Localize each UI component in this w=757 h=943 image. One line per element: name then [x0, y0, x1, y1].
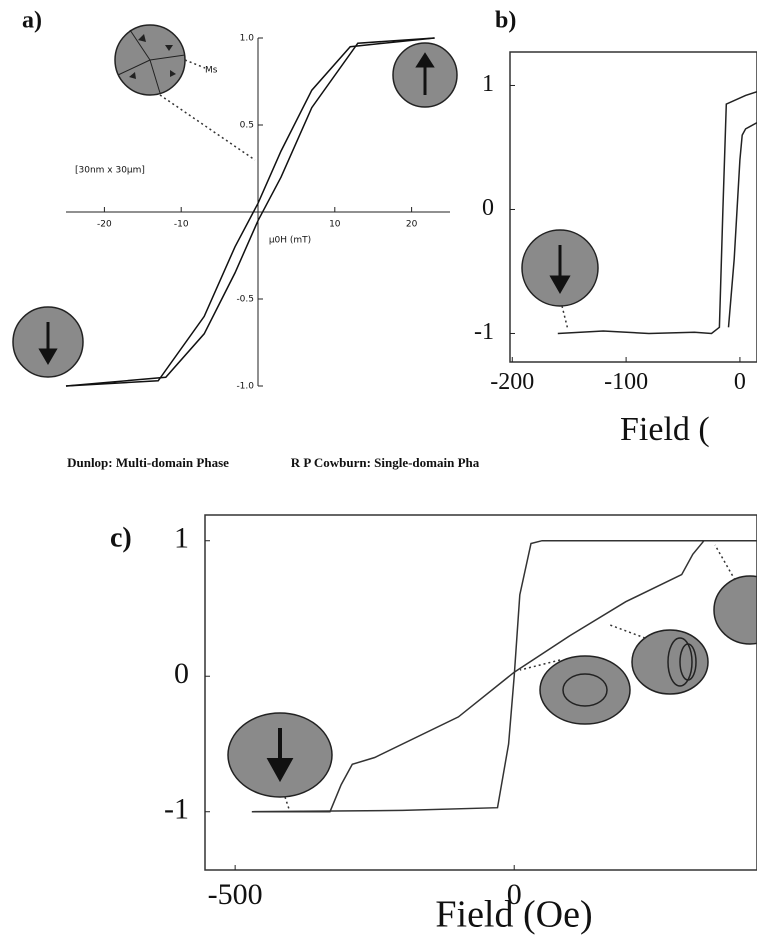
x-tick-label: -100: [604, 369, 648, 395]
y-tick-label: -1: [474, 319, 494, 345]
panel-label: b): [495, 8, 516, 34]
panel-label: c): [110, 522, 132, 553]
curve: [727, 122, 757, 328]
y-tick-label: 1: [482, 71, 494, 97]
x-tick-label: -10: [174, 220, 189, 230]
y-tick-label: -1.0: [236, 382, 254, 392]
caption: Dunlop: Multi-domain Phase: [67, 455, 229, 470]
x-tick-label: 10: [329, 220, 341, 230]
y-tick-label: 1.0: [240, 34, 255, 44]
x-tick-label: 0: [734, 369, 746, 395]
curve: [65, 37, 435, 387]
domain-icons: [12, 24, 757, 813]
x-tick-label: 20: [406, 220, 418, 230]
x-tick-label: -200: [490, 369, 534, 395]
plot-frame: [204, 514, 757, 871]
curve: [251, 539, 757, 813]
annotation: Ms: [205, 66, 218, 76]
y-tick-label: 0: [174, 657, 189, 690]
curve: [557, 90, 757, 335]
y-tick-label: -1: [164, 793, 189, 826]
curve: [65, 37, 435, 387]
x-tick-label: -500: [208, 878, 263, 911]
annotation: [30nm x 30μm]: [75, 166, 145, 176]
x-axis-label: Field (: [620, 411, 710, 448]
caption: R P Cowburn: Single-domain Pha: [291, 455, 480, 470]
y-tick-label: 0.5: [240, 121, 254, 131]
plot-frame: [509, 51, 757, 363]
y-tick-label: 1: [174, 522, 189, 555]
x-tick-label: -20: [97, 220, 112, 230]
curve: [251, 539, 757, 813]
y-tick-label: -0.5: [236, 295, 254, 305]
panel-label: a): [22, 8, 42, 34]
x-tick-label: 0: [507, 878, 522, 911]
y-tick-label: 0: [482, 195, 494, 221]
x-axis-label: Field (Oe): [435, 894, 592, 936]
x-axis-label: μ0H (mT): [269, 236, 311, 246]
